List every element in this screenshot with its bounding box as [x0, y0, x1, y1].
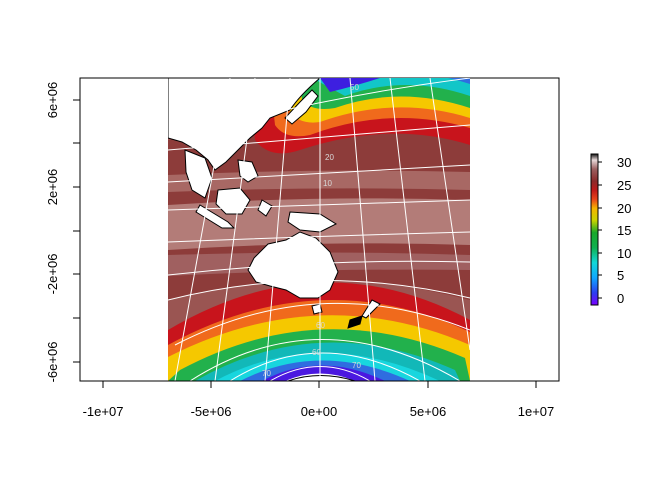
graticule-label: 50 [350, 83, 359, 92]
graticule-label: 10 [323, 179, 332, 188]
y-tick-label: 2e+06 [45, 169, 60, 206]
legend-tick-label: 0 [617, 291, 624, 306]
graticule-label: 70 [352, 361, 361, 370]
x-tick-labels: -1e+07 -5e+06 0e+00 5e+06 1e+07 [83, 404, 555, 419]
legend-colorbar [590, 153, 599, 306]
x-axis [102, 380, 537, 388]
x-tick-label: 0e+00 [301, 404, 338, 419]
graticule-label: 60 [312, 348, 321, 357]
x-tick-label: -5e+06 [191, 404, 232, 419]
legend-tick-label: 5 [617, 268, 624, 283]
legend-tick-label: 20 [617, 201, 631, 216]
graticule [168, 78, 470, 381]
color-legend: 30 25 20 15 10 5 0 [590, 153, 631, 306]
legend-tick-label: 10 [617, 246, 631, 261]
legend-tick-label: 25 [617, 178, 631, 193]
graticule-labels: 50 20 10 60 60 70 70 [262, 83, 361, 378]
y-axis [73, 99, 81, 363]
legend-tick-label: 15 [617, 223, 631, 238]
y-tick-label: -6e+06 [45, 342, 60, 383]
y-tick-label: 6e+06 [45, 82, 60, 119]
x-tick-label: -1e+07 [83, 404, 124, 419]
graticule-label: 70 [262, 369, 271, 378]
y-tick-label: -2e+06 [45, 254, 60, 295]
legend-tick-label: 30 [617, 155, 631, 170]
x-tick-label: 1e+07 [518, 404, 555, 419]
graticule-label: 20 [325, 153, 334, 162]
y-tick-labels: -6e+06 -2e+06 2e+06 6e+06 [45, 82, 60, 383]
x-tick-label: 5e+06 [410, 404, 447, 419]
graticule-label: 60 [316, 321, 325, 330]
